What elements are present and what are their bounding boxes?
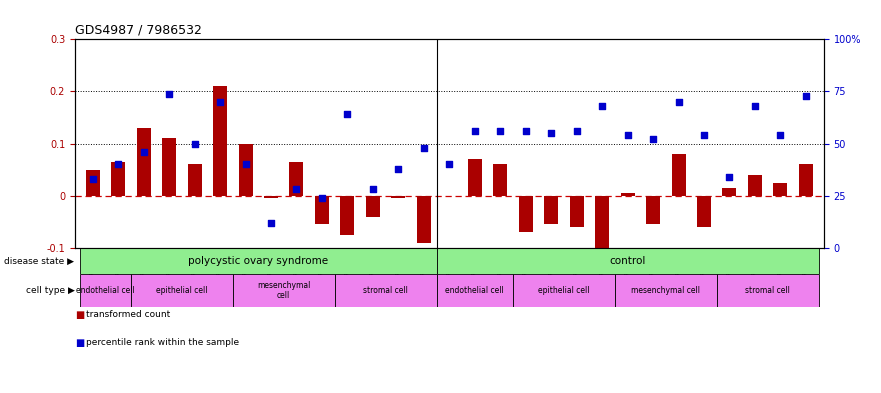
Bar bbox=[264, 196, 278, 198]
Bar bbox=[620, 193, 634, 196]
Point bbox=[620, 132, 634, 138]
Bar bbox=[513, 274, 615, 307]
Point bbox=[366, 186, 380, 193]
Bar bbox=[799, 164, 813, 196]
Point bbox=[417, 145, 431, 151]
Point bbox=[111, 161, 125, 167]
Bar bbox=[493, 164, 507, 196]
Point bbox=[595, 103, 609, 109]
Text: endothelial cell: endothelial cell bbox=[446, 286, 504, 295]
Text: percentile rank within the sample: percentile rank within the sample bbox=[86, 338, 240, 347]
Point bbox=[85, 176, 100, 182]
Point bbox=[774, 132, 788, 138]
Point bbox=[671, 99, 685, 105]
Bar bbox=[131, 274, 233, 307]
Bar bbox=[437, 248, 818, 274]
Bar bbox=[111, 162, 125, 196]
Bar bbox=[80, 248, 437, 274]
Bar bbox=[239, 143, 253, 196]
Point bbox=[340, 111, 354, 118]
Text: cell type ▶: cell type ▶ bbox=[26, 286, 74, 295]
Bar bbox=[615, 274, 717, 307]
Point bbox=[239, 161, 253, 167]
Text: ■: ■ bbox=[75, 310, 84, 320]
Point bbox=[646, 136, 660, 143]
Bar bbox=[290, 162, 303, 196]
Point bbox=[315, 195, 329, 201]
Bar bbox=[340, 196, 354, 235]
Text: transformed count: transformed count bbox=[86, 310, 171, 320]
Bar bbox=[697, 196, 711, 227]
Bar bbox=[468, 159, 482, 196]
Point bbox=[188, 140, 202, 147]
Text: endothelial cell: endothelial cell bbox=[76, 286, 135, 295]
Text: epithelial cell: epithelial cell bbox=[538, 286, 589, 295]
Bar bbox=[774, 183, 788, 196]
Text: mesenchymal cell: mesenchymal cell bbox=[632, 286, 700, 295]
Point bbox=[290, 186, 304, 193]
Text: GDS4987 / 7986532: GDS4987 / 7986532 bbox=[75, 24, 202, 37]
Bar bbox=[519, 196, 533, 232]
Text: control: control bbox=[610, 256, 646, 266]
Point bbox=[468, 128, 482, 134]
Bar bbox=[80, 274, 131, 307]
Bar bbox=[722, 188, 737, 196]
Text: stromal cell: stromal cell bbox=[363, 286, 408, 295]
Bar bbox=[315, 196, 329, 224]
Bar bbox=[544, 196, 559, 224]
Bar bbox=[85, 170, 100, 196]
Bar bbox=[366, 196, 380, 217]
Point bbox=[570, 128, 584, 134]
Text: ■: ■ bbox=[75, 338, 84, 348]
Point bbox=[799, 92, 813, 99]
Bar bbox=[717, 274, 818, 307]
Bar bbox=[417, 196, 431, 242]
Text: disease state ▶: disease state ▶ bbox=[4, 257, 74, 266]
Bar bbox=[137, 128, 151, 196]
Point bbox=[519, 128, 533, 134]
Point bbox=[748, 103, 762, 109]
Point bbox=[493, 128, 507, 134]
Bar bbox=[233, 274, 335, 307]
Bar bbox=[671, 154, 685, 196]
Text: stromal cell: stromal cell bbox=[745, 286, 790, 295]
Bar bbox=[570, 196, 584, 227]
Bar bbox=[162, 138, 176, 196]
Bar bbox=[646, 196, 660, 224]
Text: epithelial cell: epithelial cell bbox=[156, 286, 208, 295]
Point bbox=[264, 220, 278, 226]
Point bbox=[391, 165, 405, 172]
Bar bbox=[748, 175, 762, 196]
Point bbox=[137, 149, 151, 155]
Point bbox=[697, 132, 711, 138]
Point bbox=[162, 90, 176, 97]
Text: polycystic ovary syndrome: polycystic ovary syndrome bbox=[189, 256, 329, 266]
Point bbox=[213, 99, 227, 105]
Bar bbox=[213, 86, 227, 196]
Bar bbox=[391, 196, 405, 198]
Bar bbox=[437, 274, 513, 307]
Bar bbox=[596, 196, 609, 248]
Text: mesenchymal
cell: mesenchymal cell bbox=[257, 281, 310, 300]
Point bbox=[544, 130, 559, 136]
Point bbox=[442, 161, 456, 167]
Bar bbox=[188, 164, 202, 196]
Bar bbox=[335, 274, 437, 307]
Point bbox=[722, 174, 737, 180]
